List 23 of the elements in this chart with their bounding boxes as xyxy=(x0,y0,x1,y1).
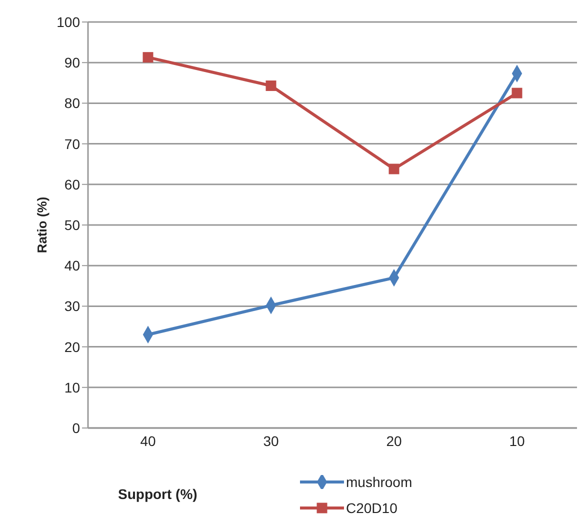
y-tick-label: 50 xyxy=(64,216,80,233)
x-tick-label: 20 xyxy=(386,432,402,449)
y-tick-label: 40 xyxy=(64,258,80,274)
y-tick-label: 90 xyxy=(64,54,80,71)
y-tick-label: 0 xyxy=(72,420,80,436)
x-tick-label: 30 xyxy=(263,432,279,449)
point xyxy=(388,164,400,174)
y-tick-label: 20 xyxy=(64,338,80,355)
y-tick-label: 80 xyxy=(64,95,80,112)
y-tick-label: 30 xyxy=(64,298,80,314)
y-tick-label: 10 xyxy=(64,379,80,396)
point xyxy=(266,80,276,91)
x-tick-label: 40 xyxy=(140,432,156,449)
point xyxy=(142,52,154,63)
y-tick-label: 100 xyxy=(56,14,80,30)
y-tick-label: 60 xyxy=(64,176,80,192)
y-tick-label: 70 xyxy=(64,136,80,152)
legend-label: C20D10 xyxy=(346,500,398,516)
point xyxy=(512,88,522,98)
x-axis-title: Support (%) xyxy=(118,486,198,502)
legend-label: mushroom xyxy=(346,474,412,490)
x-tick-label: 10 xyxy=(509,432,525,449)
y-axis-title: Ratio (%) xyxy=(34,196,50,254)
